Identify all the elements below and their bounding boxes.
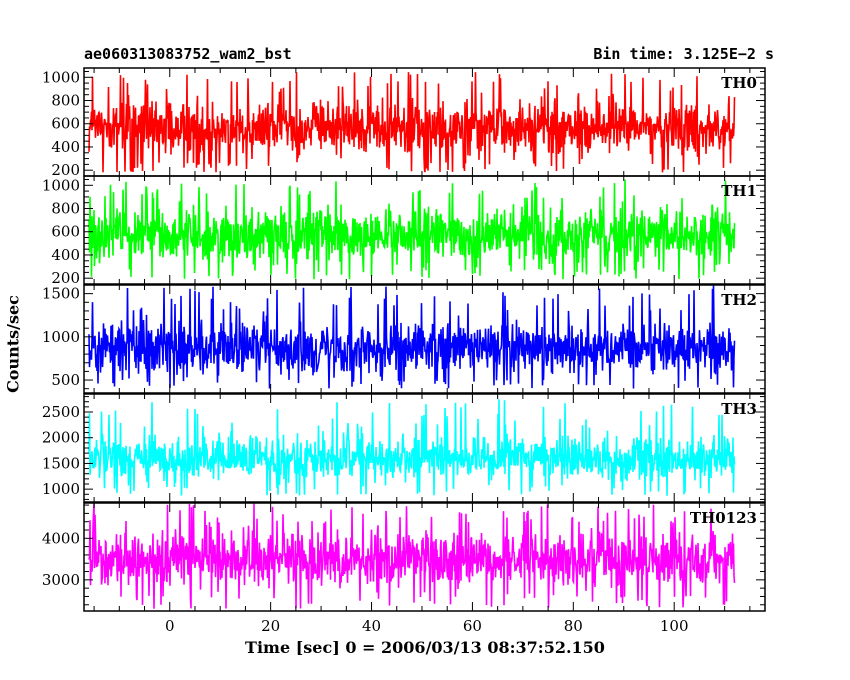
- panel-frame: [83, 175, 766, 285]
- y-tick-label: 400: [51, 246, 80, 264]
- panel-label-th0123: TH0123: [690, 509, 757, 527]
- panel-label-th2: TH2: [721, 291, 757, 309]
- panel-th0: 200 400 600 800 1000 TH0: [42, 67, 766, 179]
- y-tick-label: 500: [51, 371, 80, 389]
- y-tick-label: 1500: [42, 454, 80, 472]
- y-tick-label: 200: [51, 269, 80, 287]
- y-tick-label: 1000: [42, 68, 80, 86]
- panel-label-th0: TH0: [721, 74, 757, 92]
- bin-time-label: Bin time: 3.125E−2 s: [593, 45, 774, 63]
- y-tick-label: 2000: [42, 429, 80, 447]
- panel-th2: 500 1000 1500 TH2: [42, 284, 766, 394]
- y-tick-label: 600: [51, 223, 80, 241]
- x-tick-label: 100: [660, 617, 689, 635]
- y-tick-label: 1000: [42, 176, 80, 194]
- series-line-th1: [88, 179, 736, 280]
- panel-th1: 200 400 600 800 1000 TH1: [42, 175, 766, 287]
- y-tick-label: 600: [51, 115, 80, 133]
- series-line-th2: [88, 285, 736, 389]
- y-axis-label: Counts/sec: [3, 295, 23, 393]
- panel-label-th3: TH3: [721, 400, 757, 418]
- panel-label-th1: TH1: [721, 182, 757, 200]
- y-tick-label: 2500: [42, 403, 80, 421]
- x-tick-label: 80: [564, 617, 583, 635]
- panel-frame: [83, 502, 766, 612]
- x-axis-label: Time [sec] 0 = 2006/03/13 08:37:52.150: [245, 638, 605, 657]
- x-tick-label: 0: [165, 617, 175, 635]
- y-tick-label: 800: [51, 200, 80, 218]
- y-tick-label: 1000: [42, 480, 80, 498]
- panel-frame: [83, 284, 766, 394]
- y-tick-label: 3000: [42, 571, 80, 589]
- series-line-th0123: [88, 503, 736, 609]
- series-line-th0: [88, 72, 736, 173]
- y-tick-label: 400: [51, 138, 80, 156]
- y-tick-label: 1500: [42, 285, 80, 303]
- observation-id: ae060313083752_wam2_bst: [84, 45, 292, 63]
- panel-th3: 1000 1500 2000 2500 TH3: [42, 393, 766, 503]
- series-line-th3: [88, 399, 736, 496]
- x-tick-label: 40: [362, 617, 381, 635]
- y-tick-label: 4000: [42, 529, 80, 547]
- x-tick-label: 20: [261, 617, 280, 635]
- y-tick-label: 1000: [42, 328, 80, 346]
- x-tick-label: 60: [463, 617, 482, 635]
- panel-th0123: 3000 4000 TH0123: [42, 502, 766, 612]
- y-tick-label: 800: [51, 92, 80, 110]
- y-tick-label: 200: [51, 161, 80, 179]
